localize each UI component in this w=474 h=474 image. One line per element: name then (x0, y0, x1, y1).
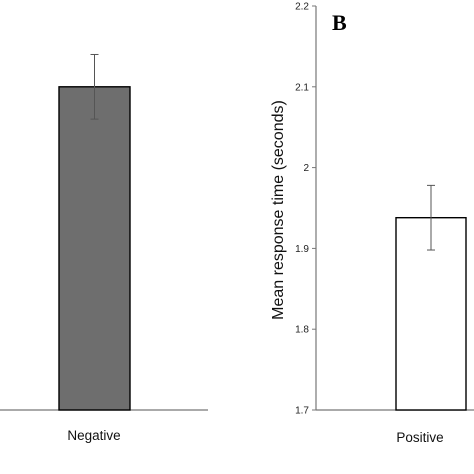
y-tick-label: 1.8 (295, 325, 309, 336)
y-axis-title: Mean response time (seconds) (270, 100, 287, 320)
category-label: Positive (396, 430, 443, 445)
panel-a: Negative (0, 53, 208, 443)
panel-b: B Mean response time (seconds) 1.7 1.8 1.9… (270, 2, 474, 445)
y-tick-label: 2.2 (295, 2, 309, 13)
panel-b-label: B (332, 10, 347, 35)
category-label: Negative (67, 428, 120, 443)
y-tick-label: 2.1 (295, 82, 309, 93)
y-tick-label: 2 (303, 163, 309, 174)
bar (58, 86, 131, 411)
y-tick-label: 1.7 (295, 406, 309, 417)
y-tick-label: 1.9 (295, 244, 309, 255)
